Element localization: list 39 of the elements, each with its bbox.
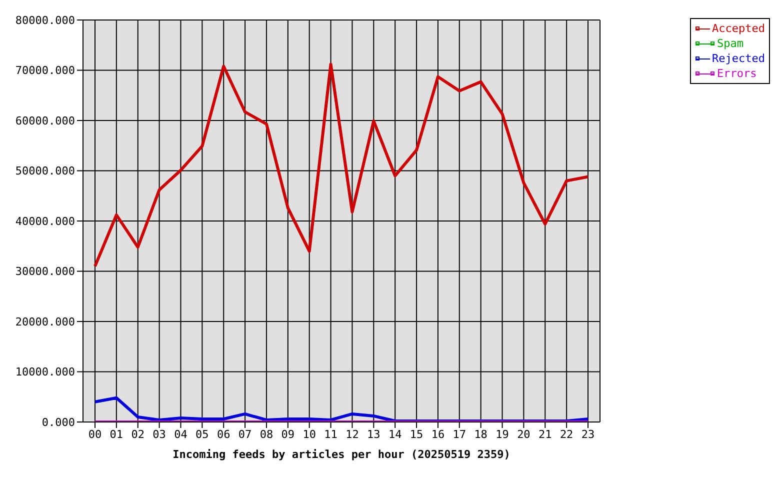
line-series — [94, 62, 590, 268]
x-tick-label: 13 — [367, 428, 380, 441]
y-tick-label: 10000.000 — [15, 366, 75, 379]
y-tick-label: 60000.000 — [15, 114, 75, 128]
x-tick-label: 14 — [388, 428, 402, 441]
x-tick-label: 11 — [324, 428, 338, 441]
x-tick-label: 19 — [496, 428, 509, 441]
x-tick-label: 09 — [281, 428, 295, 441]
y-tick-label: 20000.000 — [15, 315, 75, 328]
x-tick-label: 22 — [560, 428, 574, 441]
x-tick-label: 23 — [581, 428, 595, 441]
x-tick-label: 00 — [88, 428, 102, 441]
legend-label: Accepted — [712, 21, 765, 36]
x-tick-label: 07 — [238, 428, 252, 441]
legend-label: Errors — [717, 66, 757, 81]
x-tick-label: 18 — [474, 428, 488, 441]
x-tick-label: 10 — [302, 428, 316, 441]
x-tick-label: 12 — [346, 428, 359, 441]
x-tick-label: 08 — [260, 428, 274, 441]
x-tick-label: 04 — [174, 428, 188, 441]
x-tick-label: 21 — [538, 428, 552, 441]
y-tick-label: 40000.000 — [15, 214, 75, 228]
legend-label: Spam — [717, 36, 744, 51]
y-tick-label: 80000.000 — [15, 14, 75, 27]
x-tick-label: 16 — [431, 428, 445, 441]
x-tick-label: 05 — [196, 428, 209, 441]
x-tick-label: 15 — [410, 428, 424, 441]
x-tick-label: 01 — [110, 428, 124, 441]
x-axis-title: Incoming feeds by articles per hour (20250519 2359) — [172, 448, 510, 461]
y-tick-label: 0.000 — [42, 416, 75, 429]
x-tick-label: 03 — [152, 428, 166, 441]
x-tick-label: 02 — [131, 428, 144, 441]
x-tick-label: 06 — [216, 428, 230, 441]
y-tick-label: 30000.000 — [15, 265, 75, 278]
x-tick-label: 20 — [517, 428, 530, 441]
y-tick-label: 70000.000 — [15, 64, 75, 78]
y-tick-label: 50000.000 — [15, 164, 75, 178]
x-tick-label: 17 — [452, 428, 466, 441]
legend-label: Rejected — [712, 51, 765, 66]
